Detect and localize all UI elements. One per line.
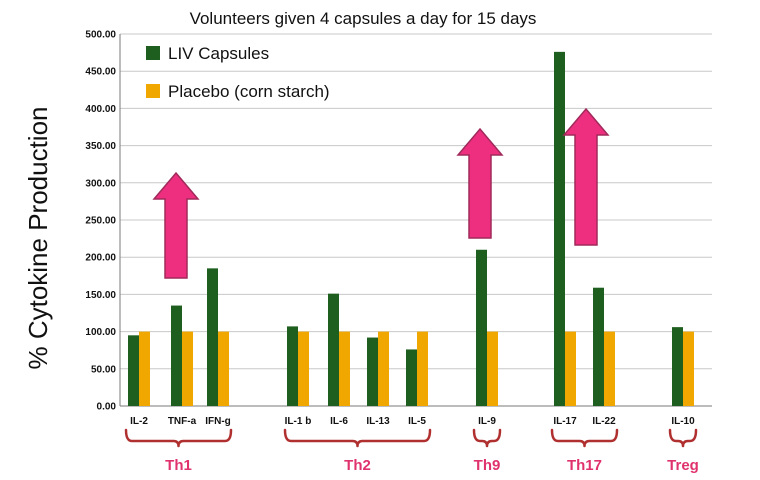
group-label: Th17 <box>567 457 602 474</box>
y-ticks: 0.00 50.00 100.00 150.00 200.00 250.00 300.00 3… <box>85 30 116 413</box>
y-axis-label: % Cytokine Production <box>23 106 53 369</box>
group-brace <box>283 428 432 448</box>
bar-placebo-il-10 <box>683 331 694 406</box>
bar-liv-il-9 <box>476 249 487 406</box>
chart-title: Volunteers given 4 capsules a day for 15… <box>190 9 537 28</box>
bar-liv-ifn-g <box>207 268 218 406</box>
category-label: IL-13 <box>366 416 390 427</box>
legend-swatch-liv <box>146 46 160 60</box>
bar-placebo-il-6 <box>339 331 350 406</box>
category-label: IL-10 <box>671 416 695 427</box>
group-brace <box>124 428 233 448</box>
legend: LIV Capsules Placebo (corn starch) <box>146 44 330 101</box>
category-label: IL-5 <box>408 416 426 427</box>
category-label: IL-2 <box>130 416 148 427</box>
group-label: Treg <box>667 457 699 474</box>
bar-placebo-il-22 <box>604 331 615 406</box>
group-label: Th2 <box>344 457 371 474</box>
y-tick-label: 350.00 <box>85 141 116 152</box>
category-label: IL-1 b <box>285 416 312 427</box>
y-tick-label: 300.00 <box>85 178 116 189</box>
up-arrow-il-9 <box>456 127 504 239</box>
y-tick-label: 0.00 <box>97 402 117 413</box>
category-label: IL-9 <box>478 416 496 427</box>
y-tick-label: 250.00 <box>85 216 116 227</box>
legend-label-liv: LIV Capsules <box>168 44 269 63</box>
legend-label-placebo: Placebo (corn starch) <box>168 82 330 101</box>
bar-liv-il-2 <box>128 335 139 406</box>
category-label: IL-6 <box>330 416 348 427</box>
group-label: Th1 <box>165 457 192 474</box>
y-tick-label: 500.00 <box>85 30 116 41</box>
y-tick-label: 50.00 <box>91 364 116 375</box>
y-tick-label: 200.00 <box>85 253 116 264</box>
bar-liv-il-6 <box>328 293 339 406</box>
category-labels: IL-2 TNF-a IFN-g IL-1 b IL-6 IL-13 IL-5 IL-9 IL-… <box>130 416 695 427</box>
bar-placebo-il-13 <box>378 331 389 406</box>
bar-placebo-ifn-g <box>218 331 229 406</box>
bar-liv-il-10 <box>672 327 683 406</box>
group-brace <box>550 428 619 448</box>
y-tick-label: 450.00 <box>85 67 116 78</box>
up-arrow-il-17 <box>562 107 610 246</box>
up-arrow-tnf-a <box>152 171 200 279</box>
y-tick-label: 100.00 <box>85 327 116 338</box>
bar-placebo-il-17 <box>565 331 576 406</box>
legend-swatch-placebo <box>146 84 160 98</box>
group-brace <box>668 428 698 448</box>
y-tick-label: 150.00 <box>85 290 116 301</box>
bar-placebo-il-9 <box>487 331 498 406</box>
category-label: IL-22 <box>592 416 616 427</box>
bar-placebo-il-5 <box>417 331 428 406</box>
bar-liv-il-1b <box>287 326 298 406</box>
category-label: IL-17 <box>553 416 577 427</box>
y-tick-label: 400.00 <box>85 104 116 115</box>
group-braces: Th1 Th2 Th9 Th17 Treg <box>124 428 699 474</box>
bar-liv-il-22 <box>593 287 604 406</box>
bar-placebo-il-1b <box>298 331 309 406</box>
group-brace <box>472 428 502 448</box>
bar-liv-il-17 <box>554 51 565 407</box>
bars <box>128 51 694 407</box>
bar-liv-il-5 <box>406 349 417 406</box>
category-label: IFN-g <box>205 416 231 427</box>
annotation-arrows <box>152 107 610 279</box>
bar-liv-il-13 <box>367 337 378 406</box>
bar-placebo-tnf-a <box>182 331 193 406</box>
category-label: TNF-a <box>168 416 197 427</box>
bar-liv-tnf-a <box>171 305 182 406</box>
group-label: Th9 <box>474 457 501 474</box>
bar-placebo-il-2 <box>139 331 150 406</box>
